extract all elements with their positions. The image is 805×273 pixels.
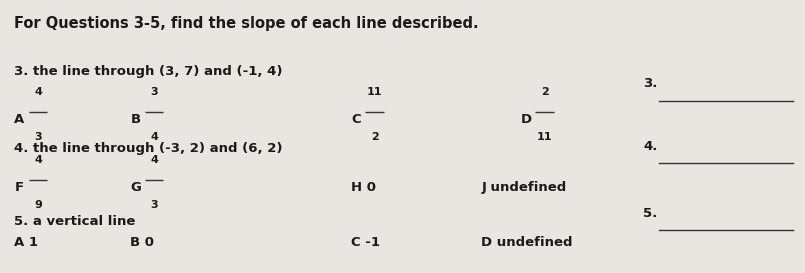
Text: 9: 9 — [34, 200, 42, 209]
Text: 11: 11 — [537, 132, 552, 141]
Text: D: D — [521, 113, 532, 126]
Text: 3.: 3. — [643, 77, 658, 90]
Text: B: B — [130, 113, 140, 126]
Text: 4: 4 — [150, 155, 158, 165]
Text: G: G — [130, 181, 141, 194]
Text: 3: 3 — [35, 132, 42, 141]
Text: H 0: H 0 — [351, 181, 376, 194]
Text: 3: 3 — [151, 200, 158, 209]
Text: 3: 3 — [151, 87, 158, 97]
Text: A 1: A 1 — [14, 236, 39, 250]
Text: For Questions 3-5, find the slope of each line described.: For Questions 3-5, find the slope of eac… — [14, 16, 479, 31]
Text: 4.: 4. — [643, 140, 658, 153]
Text: 4: 4 — [34, 87, 42, 97]
Text: 2: 2 — [541, 87, 548, 97]
Text: 4. the line through (-3, 2) and (6, 2): 4. the line through (-3, 2) and (6, 2) — [14, 142, 283, 155]
Text: B 0: B 0 — [130, 236, 155, 250]
Text: 2: 2 — [371, 132, 379, 141]
Text: 5.: 5. — [643, 207, 658, 220]
Text: A: A — [14, 113, 25, 126]
Text: 4: 4 — [34, 155, 42, 165]
Text: 3. the line through (3, 7) and (-1, 4): 3. the line through (3, 7) and (-1, 4) — [14, 65, 283, 78]
Text: F: F — [14, 181, 23, 194]
Text: J undefined: J undefined — [481, 181, 567, 194]
Text: D undefined: D undefined — [481, 236, 573, 250]
Text: 4: 4 — [150, 132, 158, 141]
Text: 11: 11 — [367, 87, 382, 97]
Text: C: C — [351, 113, 361, 126]
Text: C -1: C -1 — [351, 236, 380, 250]
Text: 5. a vertical line: 5. a vertical line — [14, 215, 136, 228]
